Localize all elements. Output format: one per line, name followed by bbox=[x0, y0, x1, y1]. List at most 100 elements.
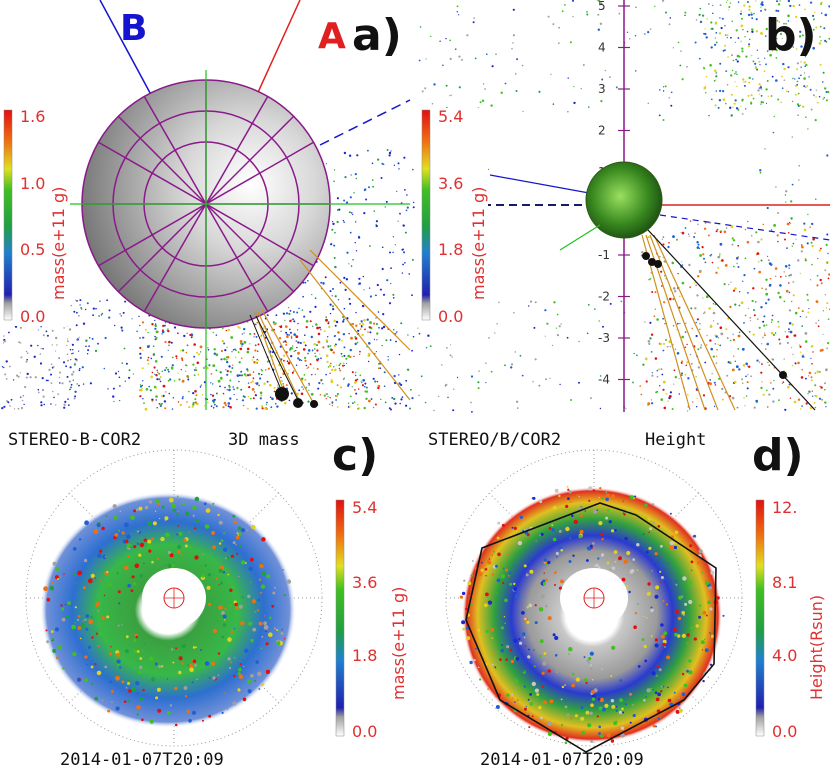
texture-dot bbox=[284, 319, 286, 321]
texture-dot bbox=[800, 376, 804, 379]
texture-dot bbox=[688, 599, 693, 605]
texture-dot bbox=[807, 311, 810, 314]
texture-dot bbox=[390, 150, 392, 152]
texture-dot bbox=[9, 405, 11, 407]
texture-dot bbox=[224, 608, 227, 611]
texture-dot bbox=[79, 637, 82, 640]
texture-dot bbox=[258, 384, 260, 387]
texture-dot bbox=[367, 331, 369, 333]
texture-dot bbox=[377, 362, 380, 365]
texture-dot bbox=[602, 734, 604, 736]
texture-dot bbox=[762, 393, 765, 396]
texture-dot bbox=[519, 354, 522, 357]
texture-dot bbox=[664, 646, 666, 648]
texture-dot bbox=[618, 556, 622, 561]
texture-dot bbox=[568, 653, 570, 655]
texture-dot bbox=[649, 278, 652, 280]
texture-dot bbox=[499, 658, 502, 661]
texture-dot bbox=[104, 336, 107, 340]
texture-dot bbox=[799, 315, 802, 318]
texture-dot bbox=[636, 354, 638, 357]
texture-dot bbox=[823, 97, 825, 99]
texture-dot bbox=[760, 306, 763, 309]
texture-dot bbox=[785, 201, 787, 203]
texture-dot bbox=[626, 31, 629, 33]
texture-dot bbox=[666, 345, 669, 348]
texture-dot bbox=[266, 380, 269, 383]
texture-dot bbox=[685, 364, 688, 367]
texture-dot bbox=[556, 334, 560, 337]
texture-dot bbox=[655, 674, 658, 677]
texture-dot bbox=[75, 324, 78, 327]
texture-dot bbox=[736, 406, 739, 409]
texture-dot bbox=[309, 320, 312, 323]
texture-dot bbox=[411, 258, 414, 261]
texture-dot bbox=[784, 408, 787, 411]
texture-dot bbox=[236, 532, 239, 535]
texture-dot bbox=[724, 44, 727, 47]
texture-dot bbox=[461, 591, 466, 596]
texture-dot bbox=[293, 333, 297, 336]
texture-dot bbox=[760, 101, 763, 104]
texture-dot bbox=[768, 283, 772, 287]
texture-dot bbox=[176, 533, 179, 536]
texture-dot bbox=[660, 634, 666, 639]
texture-dot bbox=[714, 69, 717, 73]
texture-dot bbox=[744, 257, 747, 260]
texture-dot bbox=[380, 177, 383, 179]
texture-dot bbox=[246, 374, 250, 377]
texture-dot bbox=[774, 275, 777, 278]
texture-dot bbox=[85, 627, 89, 631]
texture-dot bbox=[735, 71, 737, 73]
texture-dot bbox=[232, 633, 235, 636]
texture-dot bbox=[261, 571, 266, 576]
texture-dot bbox=[516, 699, 519, 702]
texture-dot bbox=[237, 526, 242, 531]
texture-dot bbox=[72, 651, 77, 657]
texture-dot bbox=[319, 393, 322, 396]
texture-dot bbox=[284, 401, 287, 405]
texture-dot bbox=[345, 362, 348, 364]
texture-dot bbox=[758, 83, 761, 86]
texture-dot bbox=[152, 345, 155, 348]
texture-dot bbox=[143, 402, 145, 404]
texture-dot bbox=[225, 369, 227, 371]
texture-dot bbox=[253, 333, 256, 335]
texture-dot bbox=[304, 359, 307, 362]
texture-dot bbox=[697, 275, 700, 278]
texture-dot bbox=[702, 297, 704, 299]
texture-dot bbox=[527, 655, 531, 659]
texture-dot bbox=[168, 344, 170, 347]
texture-dot bbox=[659, 89, 661, 91]
texture-dot bbox=[626, 550, 631, 556]
texture-dot bbox=[364, 385, 366, 388]
texture-dot bbox=[201, 574, 205, 578]
texture-dot bbox=[809, 88, 812, 91]
texture-dot bbox=[472, 21, 475, 24]
texture-dot bbox=[349, 231, 352, 234]
texture-dot bbox=[573, 101, 576, 105]
texture-dot bbox=[212, 502, 215, 505]
texture-dot bbox=[263, 621, 267, 626]
texture-dot bbox=[634, 612, 638, 615]
texture-dot bbox=[236, 552, 239, 555]
texture-dot bbox=[545, 578, 548, 582]
texture-dot bbox=[515, 656, 520, 661]
texture-dot bbox=[726, 374, 729, 377]
texture-dot bbox=[325, 339, 329, 342]
texture-dot bbox=[194, 555, 199, 560]
texture-dot bbox=[587, 723, 592, 728]
texture-dot bbox=[364, 382, 367, 385]
texture-dot bbox=[125, 687, 128, 689]
texture-dot bbox=[251, 599, 256, 604]
texture-dot bbox=[797, 398, 801, 401]
texture-dot bbox=[265, 369, 267, 371]
texture-dot bbox=[175, 647, 178, 650]
texture-dot bbox=[666, 655, 670, 660]
texture-dot bbox=[621, 707, 624, 711]
texture-dot bbox=[165, 391, 167, 393]
texture-dot bbox=[242, 404, 245, 407]
texture-dot bbox=[662, 236, 665, 239]
texture-dot bbox=[37, 344, 39, 347]
texture-dot bbox=[4, 373, 7, 376]
